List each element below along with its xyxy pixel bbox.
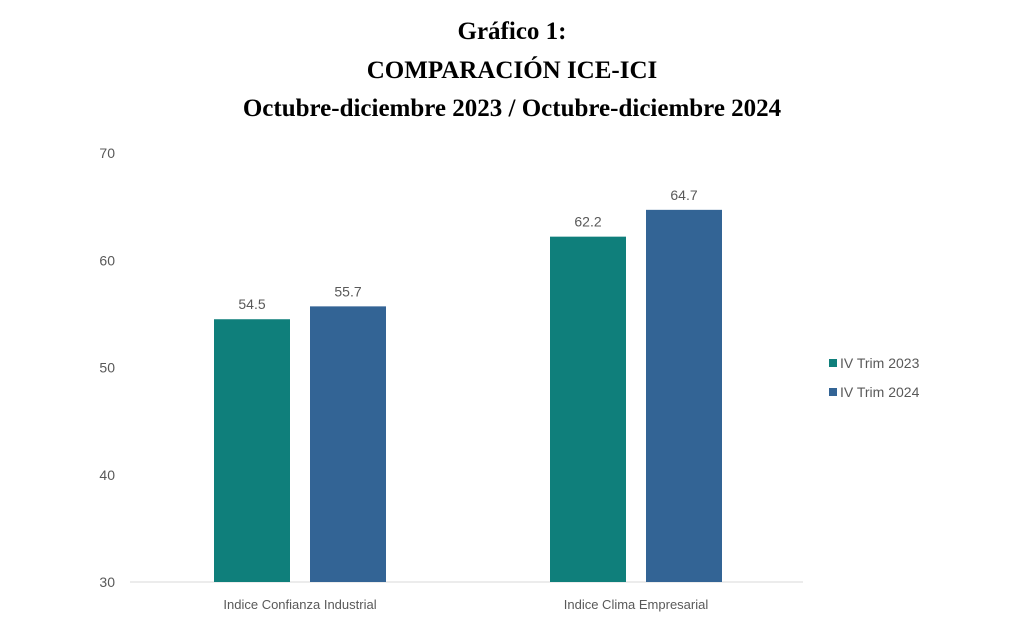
chart-title-line-2: COMPARACIÓN ICE-ICI — [366, 57, 658, 84]
legend-swatch — [829, 388, 837, 396]
data-label: 54.5 — [238, 296, 265, 312]
bar-2024 — [646, 209, 722, 582]
y-tick-label: 30 — [99, 574, 115, 590]
y-tick-label: 50 — [99, 360, 115, 376]
bar-2023 — [214, 319, 290, 582]
chart-title-line-1: Gráfico 1: — [457, 18, 567, 45]
bar-2024 — [310, 306, 386, 582]
data-label: 62.2 — [574, 214, 601, 230]
y-tick-label: 60 — [99, 252, 115, 268]
data-label: 64.7 — [670, 187, 697, 203]
bar-2023 — [550, 236, 626, 582]
legend-label: IV Trim 2024 — [840, 384, 920, 400]
x-category-label: Indice Clima Empresarial — [564, 597, 709, 612]
legend-label: IV Trim 2023 — [840, 355, 920, 371]
chart-title-line-3: Octubre-diciembre 2023 / Octubre-diciemb… — [242, 95, 782, 122]
y-tick-label: 70 — [99, 145, 115, 161]
data-label: 55.7 — [334, 283, 361, 299]
x-category-label: Indice Confianza Industrial — [223, 597, 376, 612]
y-tick-label: 40 — [99, 467, 115, 483]
legend-swatch — [829, 359, 837, 367]
